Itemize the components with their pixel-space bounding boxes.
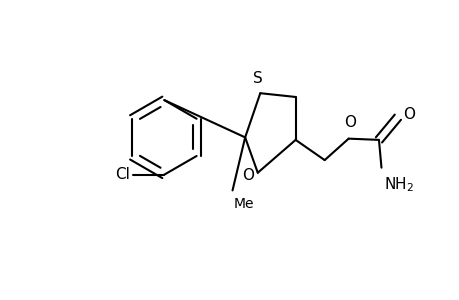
Text: O: O xyxy=(343,115,355,130)
Text: Cl: Cl xyxy=(115,167,130,182)
Text: O: O xyxy=(402,107,414,122)
Text: NH$_2$: NH$_2$ xyxy=(383,175,413,194)
Text: S: S xyxy=(252,70,262,86)
Text: O: O xyxy=(241,168,253,183)
Text: Me: Me xyxy=(233,197,254,211)
